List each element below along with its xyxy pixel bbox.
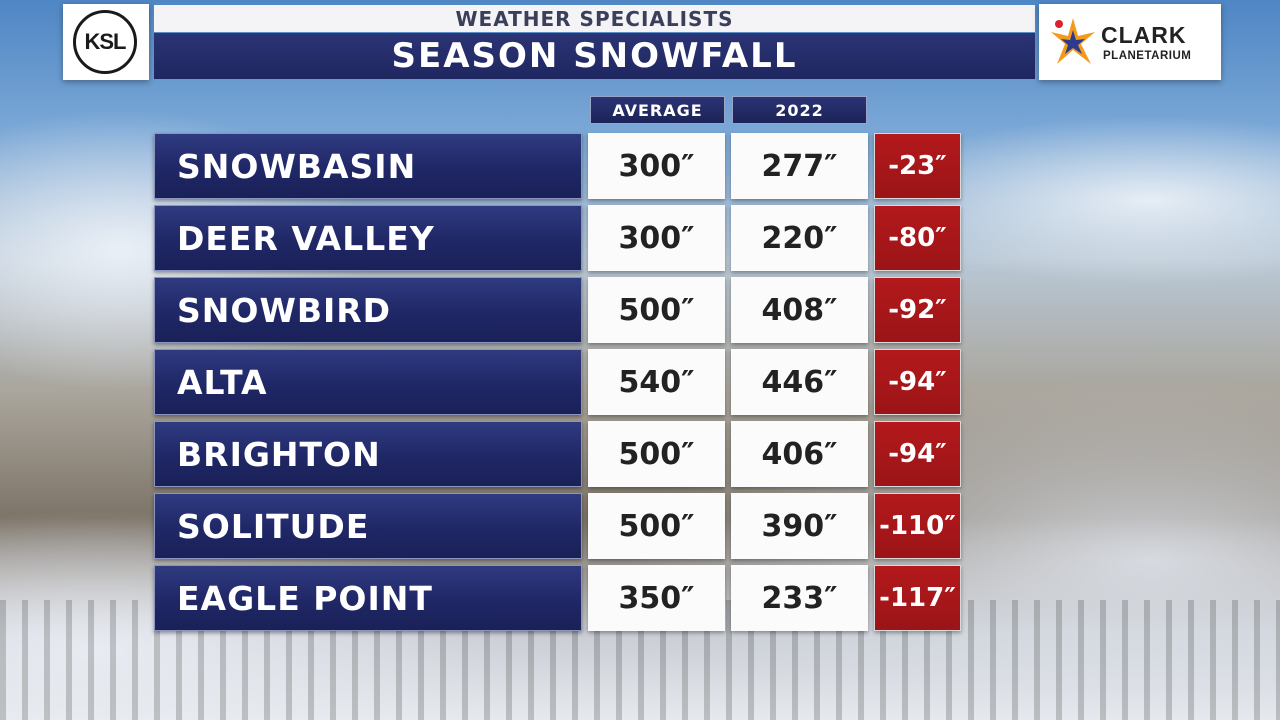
table-row: BRIGHTON 500″ 406″ -94″ — [0, 421, 1280, 487]
resort-name: SNOWBIRD — [154, 277, 582, 343]
page-title: SEASON SNOWFALL — [154, 33, 1035, 79]
clark-planetarium-logo: CLARK PLANETARIUM — [1039, 4, 1221, 80]
difference-badge: -94″ — [874, 349, 961, 415]
difference-badge: -110″ — [874, 493, 961, 559]
year-value: 406″ — [731, 421, 868, 487]
resort-name: DEER VALLEY — [154, 205, 582, 271]
difference-badge: -94″ — [874, 421, 961, 487]
clark-logo-sub: PLANETARIUM — [1103, 50, 1192, 62]
table-row: SNOWBASIN 300″ 277″ -23″ — [0, 133, 1280, 199]
difference-badge: -117″ — [874, 565, 961, 631]
difference-badge: -80″ — [874, 205, 961, 271]
table-row: ALTA 540″ 446″ -94″ — [0, 349, 1280, 415]
resort-name: SNOWBASIN — [154, 133, 582, 199]
average-value: 300″ — [588, 133, 725, 199]
difference-badge: -23″ — [874, 133, 961, 199]
table-row: DEER VALLEY 300″ 220″ -80″ — [0, 205, 1280, 271]
resort-name: SOLITUDE — [154, 493, 582, 559]
average-value: 500″ — [588, 493, 725, 559]
star-icon — [1051, 18, 1095, 64]
average-value: 300″ — [588, 205, 725, 271]
header-subtitle: WEATHER SPECIALISTS — [154, 5, 1035, 32]
average-value: 540″ — [588, 349, 725, 415]
ksl-logo-text: KSL — [73, 10, 137, 74]
difference-badge: -92″ — [874, 277, 961, 343]
clark-logo-name: CLARK — [1101, 22, 1187, 48]
column-header-year: 2022 — [732, 96, 867, 124]
ksl-logo: KSL — [63, 4, 149, 80]
year-value: 277″ — [731, 133, 868, 199]
year-value: 220″ — [731, 205, 868, 271]
resort-name: BRIGHTON — [154, 421, 582, 487]
resort-name: ALTA — [154, 349, 582, 415]
table-row: EAGLE POINT 350″ 233″ -117″ — [0, 565, 1280, 631]
average-value: 500″ — [588, 421, 725, 487]
year-value: 446″ — [731, 349, 868, 415]
average-value: 500″ — [588, 277, 725, 343]
year-value: 408″ — [731, 277, 868, 343]
column-header-average: AVERAGE — [590, 96, 725, 124]
year-value: 390″ — [731, 493, 868, 559]
year-value: 233″ — [731, 565, 868, 631]
table-row: SNOWBIRD 500″ 408″ -92″ — [0, 277, 1280, 343]
resort-name: EAGLE POINT — [154, 565, 582, 631]
table-row: SOLITUDE 500″ 390″ -110″ — [0, 493, 1280, 559]
average-value: 350″ — [588, 565, 725, 631]
